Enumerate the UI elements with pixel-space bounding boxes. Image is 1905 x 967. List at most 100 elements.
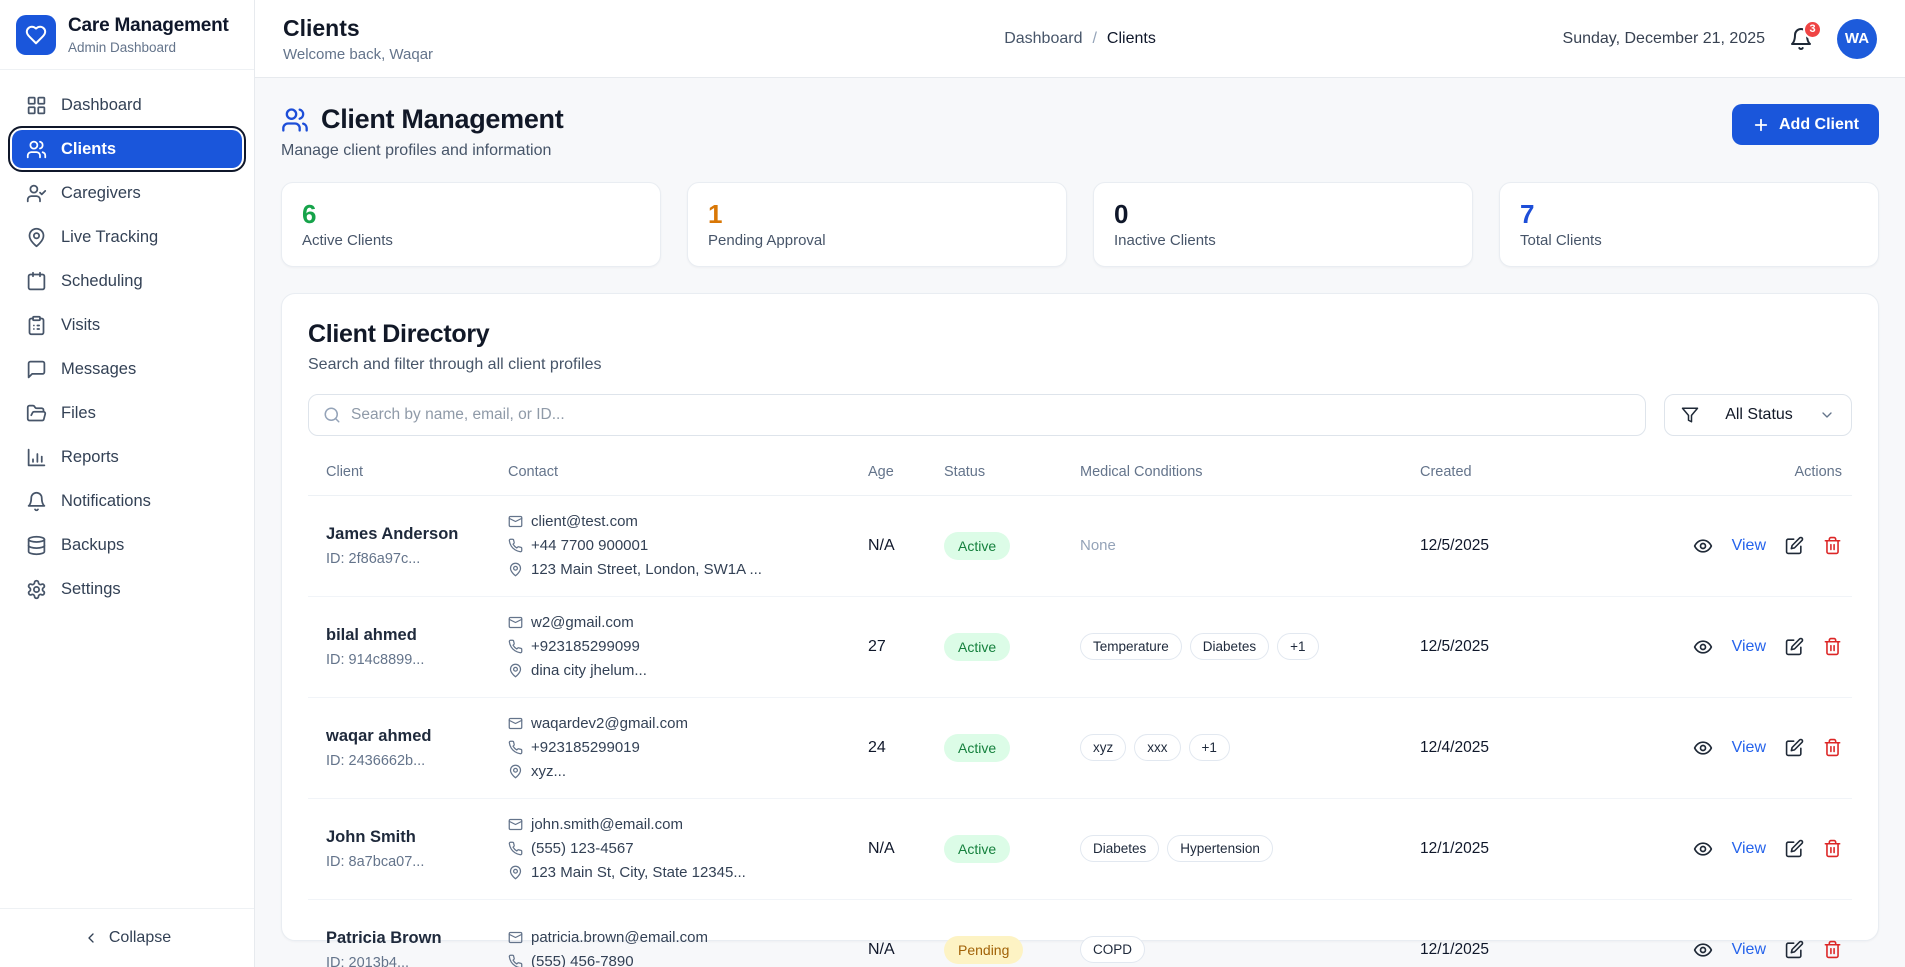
- folder-icon: [26, 403, 47, 424]
- eye-icon[interactable]: [1693, 839, 1713, 859]
- stat-value: 6: [302, 199, 317, 229]
- client-email: w2@gmail.com: [531, 614, 634, 632]
- table-row: James Anderson ID: 2f86a97c... client@te…: [308, 496, 1852, 597]
- trash-icon[interactable]: [1823, 536, 1842, 555]
- phone-icon: [508, 740, 523, 755]
- breadcrumb-current: Clients: [1106, 29, 1156, 47]
- edit-icon[interactable]: [1785, 839, 1804, 858]
- created-date: 12/5/2025: [1420, 637, 1489, 655]
- client-address: xyz...: [531, 763, 567, 781]
- created-date: 12/4/2025: [1420, 738, 1489, 756]
- stat-card-pending-approval: 1 Pending Approval: [687, 182, 1067, 267]
- edit-icon[interactable]: [1785, 536, 1804, 555]
- eye-icon[interactable]: [1693, 536, 1713, 556]
- conditions-none: None: [1080, 537, 1116, 555]
- client-phone: (555) 456-7890: [531, 953, 634, 967]
- client-phone: +44 7700 900001: [531, 537, 649, 555]
- sidebar-item-backups[interactable]: Backups: [12, 526, 242, 564]
- message-icon: [26, 359, 47, 380]
- conditions-cell: COPD: [1080, 936, 1420, 964]
- client-phone: (555) 123-4567: [531, 840, 634, 858]
- trash-icon[interactable]: [1823, 839, 1842, 858]
- client-age: N/A: [868, 940, 895, 958]
- map-pin-icon: [26, 227, 47, 248]
- top-header: Clients Welcome back, Waqar Dashboard / …: [255, 0, 1905, 78]
- avatar[interactable]: WA: [1837, 18, 1878, 59]
- eye-icon[interactable]: [1693, 637, 1713, 657]
- chevron-left-icon: [83, 930, 99, 946]
- client-phone: +923185299099: [531, 638, 640, 656]
- eye-icon[interactable]: [1693, 738, 1713, 758]
- gear-icon: [26, 579, 47, 600]
- brand-name: Care Management: [68, 15, 229, 36]
- status-badge: Active: [944, 733, 1011, 762]
- sidebar-item-files[interactable]: Files: [12, 394, 242, 432]
- table-row: Patricia Brown ID: 2013b4... patricia.br…: [308, 900, 1852, 967]
- mail-icon: [508, 615, 523, 630]
- view-link[interactable]: View: [1731, 940, 1766, 958]
- collapse-button[interactable]: Collapse: [0, 908, 254, 967]
- sidebar-item-settings[interactable]: Settings: [12, 570, 242, 608]
- table-row: John Smith ID: 8a7bca07... john.smith@em…: [308, 799, 1852, 900]
- created-date: 12/1/2025: [1420, 839, 1489, 857]
- trash-icon[interactable]: [1823, 738, 1842, 757]
- sidebar-item-notifications[interactable]: Notifications: [12, 482, 242, 520]
- mail-icon: [508, 817, 523, 832]
- status-filter-dropdown[interactable]: All Status: [1664, 393, 1852, 436]
- filter-icon: [1681, 406, 1699, 424]
- sidebar-item-scheduling[interactable]: Scheduling: [12, 262, 242, 300]
- trash-icon[interactable]: [1823, 940, 1842, 959]
- stat-card-active-clients: 6 Active Clients: [281, 182, 661, 267]
- notifications-button[interactable]: 3: [1789, 19, 1823, 51]
- phone-icon: [508, 954, 523, 967]
- database-icon: [26, 535, 47, 556]
- mail-icon: [508, 514, 523, 529]
- status-badge: Active: [944, 632, 1011, 661]
- add-client-button[interactable]: Add Client: [1732, 104, 1879, 145]
- search-input[interactable]: [351, 405, 1631, 424]
- stat-value: 0: [1114, 199, 1129, 229]
- grid-icon: [26, 95, 47, 116]
- sidebar-item-caregivers[interactable]: Caregivers: [12, 174, 242, 212]
- breadcrumb-dashboard[interactable]: Dashboard: [1004, 29, 1083, 47]
- filter-selected-value: All Status: [1725, 405, 1793, 423]
- view-link[interactable]: View: [1731, 637, 1766, 655]
- edit-icon[interactable]: [1785, 738, 1804, 757]
- client-phone: +923185299019: [531, 739, 640, 757]
- view-link[interactable]: View: [1731, 536, 1766, 554]
- client-address: 123 Main Street, London, SW1A ...: [531, 561, 762, 579]
- sidebar-item-label: Backups: [61, 535, 125, 554]
- client-table-body: James Anderson ID: 2f86a97c... client@te…: [308, 496, 1852, 967]
- sidebar-item-visits[interactable]: Visits: [12, 306, 242, 344]
- stat-value: 7: [1520, 199, 1535, 229]
- condition-chip: xxx: [1134, 734, 1181, 762]
- stat-label: Total Clients: [1520, 231, 1602, 249]
- sidebar-item-dashboard[interactable]: Dashboard: [12, 86, 242, 124]
- conditions-cell: Temperature Diabetes +1: [1080, 633, 1420, 661]
- view-link[interactable]: View: [1731, 839, 1766, 857]
- clipboard-icon: [26, 315, 47, 336]
- client-id: ID: 8a7bca07...: [326, 853, 425, 870]
- trash-icon[interactable]: [1823, 637, 1842, 656]
- sidebar-item-messages[interactable]: Messages: [12, 350, 242, 388]
- search-icon: [323, 406, 341, 424]
- client-name: John Smith: [326, 827, 416, 846]
- sidebar-item-label: Messages: [61, 359, 137, 378]
- map-pin-icon: [508, 562, 523, 577]
- edit-icon[interactable]: [1785, 637, 1804, 656]
- view-link[interactable]: View: [1731, 738, 1766, 756]
- sidebar-item-live-tracking[interactable]: Live Tracking: [12, 218, 242, 256]
- stats-row: 6 Active Clients 1 Pending Approval 0 In…: [281, 182, 1879, 267]
- client-email: patricia.brown@email.com: [531, 929, 708, 947]
- sidebar-item-clients[interactable]: Clients: [8, 126, 246, 172]
- client-address: 123 Main St, City, State 12345...: [531, 864, 746, 882]
- phone-icon: [508, 841, 523, 856]
- client-id: ID: 914c8899...: [326, 651, 425, 668]
- bell-icon: [26, 491, 47, 512]
- sidebar-item-reports[interactable]: Reports: [12, 438, 242, 476]
- eye-icon[interactable]: [1693, 940, 1713, 960]
- edit-icon[interactable]: [1785, 940, 1804, 959]
- page-title: Client Management: [321, 104, 564, 134]
- created-date: 12/1/2025: [1420, 940, 1489, 958]
- conditions-cell: Diabetes Hypertension: [1080, 835, 1420, 863]
